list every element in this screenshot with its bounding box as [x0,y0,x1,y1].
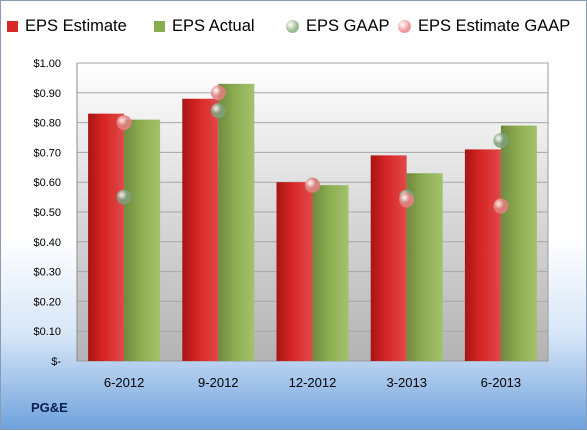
y-tick-label: $0.40 [33,237,61,249]
legend-item-eps-estimate: EPS Estimate [7,17,127,36]
y-tick-label: $0.50 [33,207,61,219]
y-tick-label: $- [51,356,61,368]
legend-swatch [286,20,299,33]
bar-eps-estimate [464,149,501,361]
point-eps-estimate-gaap [399,192,415,208]
bar-eps-actual [218,83,255,362]
bar-eps-actual [124,119,161,362]
x-tick-label: 3-2013 [386,375,426,390]
bar-eps-actual [500,125,537,361]
point-eps-gaap [116,189,132,205]
point-eps-estimate-gaap [116,115,132,131]
y-tick-label: $0.70 [33,147,61,159]
legend-item-eps-actual: EPS Actual [154,17,255,36]
y-tick-label: $0.30 [33,267,61,279]
legend-swatch [398,20,411,33]
bar-eps-estimate [370,155,407,361]
y-tick-label: $0.90 [33,88,61,100]
legend-item-eps-estimate-gaap: EPS Estimate GAAP [398,17,570,36]
x-tick-label: 6-2012 [104,375,144,390]
y-tick-label: $0.60 [33,177,61,189]
legend-swatch [7,21,18,32]
legend-label: EPS Estimate GAAP [418,17,571,35]
point-eps-gaap [210,103,226,119]
company-label: PG&E [31,400,68,415]
y-tick-label: $0.20 [33,296,61,308]
point-eps-estimate-gaap [305,177,320,193]
legend-item-eps-gaap: EPS GAAP [286,17,389,36]
point-eps-estimate-gaap [493,198,509,214]
x-tick-label: 9-2012 [198,375,238,390]
y-tick-label: $1.00 [33,58,61,70]
x-tick-label: 12-2012 [289,375,337,390]
legend-swatch [154,21,165,32]
bar-eps-estimate [276,182,313,361]
point-eps-estimate-gaap [210,85,226,101]
legend-label: EPS Estimate [25,17,127,35]
bar-eps-estimate [88,113,125,361]
legend-label: EPS GAAP [306,17,390,35]
y-tick-label: $0.80 [33,118,61,130]
legend: EPS Estimate EPS Actual EPS GAAP EPS Estima… [1,17,587,43]
y-tick-label: $0.10 [33,326,61,338]
bar-eps-actual [312,185,349,361]
legend-label: EPS Actual [172,17,255,35]
point-eps-gaap [493,132,509,148]
x-tick-label: 6-2013 [481,375,521,390]
bar-eps-estimate [182,98,219,361]
